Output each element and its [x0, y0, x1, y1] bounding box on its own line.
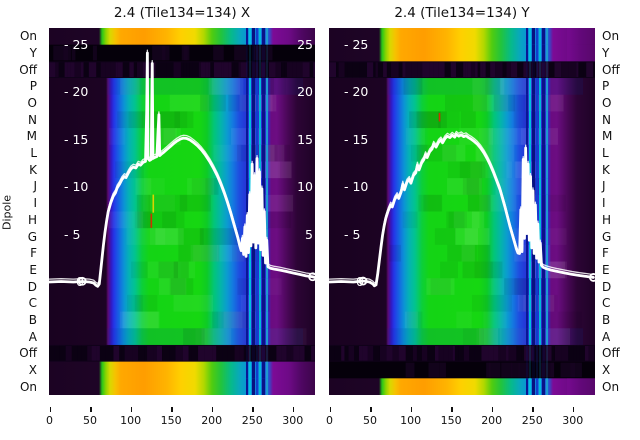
dipole-row-label-right: O — [602, 96, 612, 111]
dipole-row-label-left: Off — [19, 62, 37, 77]
x-tick-label: 100 — [400, 414, 422, 427]
dipole-row-label-right: G — [602, 229, 612, 244]
dipole-row-label-left: X — [28, 362, 37, 377]
dipole-row-label-left: M — [26, 129, 37, 144]
dipole-row-label-right: C — [602, 296, 611, 311]
x-tick-mark — [572, 407, 575, 412]
dipole-row-label-left: F — [30, 246, 37, 261]
x-tick-label: 250 — [241, 414, 263, 427]
dipole-row-label-right: A — [602, 329, 611, 344]
value-tick-label-right-edge: 25 — [297, 36, 313, 52]
value-tick-label: - 20 — [344, 84, 369, 99]
dipole-row-label-right: Off — [602, 346, 620, 361]
x-tick-mark — [171, 407, 173, 412]
dipole-row-label-right: X — [602, 362, 611, 377]
value-tick-label-right-edge: 20 — [297, 84, 313, 99]
value-tick-label: - 15 — [64, 131, 89, 147]
dipole-row-label-left: D — [27, 279, 37, 294]
dipole-row-label-left: G — [27, 229, 37, 244]
dipole-row-label-left: J — [33, 179, 37, 194]
dipole-row-label-right: B — [602, 312, 611, 327]
value-tick-label-right-edge: 5 — [305, 226, 313, 242]
x-tick-mark — [370, 407, 372, 412]
x-tick-label: 150 — [440, 414, 462, 427]
dipole-row-label-left: E — [29, 262, 37, 277]
dipole-row-label-right: Off — [602, 62, 620, 77]
dipole-row-label-right: E — [602, 262, 610, 277]
x-tick-mark — [491, 407, 494, 412]
dipole-row-label-left: H — [27, 212, 37, 227]
panel-y-heatmap — [329, 28, 595, 395]
dipole-row-label-left: L — [30, 146, 37, 161]
x-tick-label: 200 — [201, 414, 223, 427]
dipole-row-label-right: H — [602, 212, 612, 227]
dipole-row-label-left: P — [29, 79, 37, 94]
x-tick-mark — [130, 407, 133, 412]
panel-y-title: 2.4 (Tile134=134) Y — [394, 5, 530, 21]
dipole-row-label-right: J — [602, 179, 606, 194]
x-tick-label: 100 — [120, 414, 142, 427]
dipole-row-label-right: Y — [602, 46, 610, 61]
dipole-row-label-left: B — [28, 312, 37, 327]
x-tick-mark — [451, 407, 453, 412]
value-tick-label: - 20 — [64, 84, 89, 99]
dipole-row-label-left: K — [29, 162, 37, 177]
value-tick-label-right-edge: 15 — [297, 131, 313, 147]
x-tick-mark — [532, 407, 534, 412]
value-tick-label: - 10 — [64, 179, 89, 194]
x-tick-mark — [49, 407, 51, 412]
value-tick-label: - 15 — [344, 131, 369, 147]
value-tick-label: - 10 — [344, 179, 369, 194]
panel-x-title: 2.4 (Tile134=134) X — [113, 5, 251, 21]
dipole-row-label-right: On — [602, 29, 620, 44]
dipole-row-label-right: L — [602, 146, 609, 161]
dipole-row-label-right: K — [602, 162, 610, 177]
x-tick-label: 300 — [562, 414, 584, 427]
x-tick-label: 50 — [363, 414, 378, 427]
value-tick-label: - 25 — [344, 36, 369, 52]
dipole-row-label-left: Off — [19, 346, 37, 361]
x-tick-mark — [252, 407, 254, 412]
dipole-row-label-right: D — [602, 279, 612, 294]
x-tick-mark — [211, 407, 214, 412]
dipole-row-label-left: Y — [29, 46, 37, 61]
x-tick-mark — [410, 407, 413, 412]
dipole-row-label-left: On — [19, 29, 37, 44]
value-tick-label-right-edge: 10 — [297, 179, 313, 194]
x-tick-label: 200 — [481, 414, 503, 427]
value-tick-label: - 5 — [344, 226, 361, 242]
x-tick-label: 250 — [521, 414, 543, 427]
x-tick-label: 0 — [46, 414, 53, 427]
dipole-row-label-left: I — [33, 196, 37, 211]
dipole-row-label-right: P — [602, 79, 610, 94]
value-tick-label: 0 — [76, 274, 84, 289]
dipole-row-label-left: O — [27, 96, 37, 111]
dipole-row-label-left: C — [28, 296, 37, 311]
dipole-row-label-right: On — [602, 379, 620, 394]
dipole-row-label-right: M — [602, 129, 613, 144]
panel-x-heatmap — [49, 28, 315, 395]
x-tick-label: 300 — [282, 414, 304, 427]
x-tick-label: 50 — [83, 414, 98, 427]
dipole-row-label-right: F — [602, 246, 609, 261]
x-tick-mark — [329, 407, 331, 412]
value-tick-label: - 5 — [64, 226, 81, 242]
value-tick-label: - 25 — [64, 36, 89, 52]
x-tick-mark — [90, 407, 92, 412]
dipole-row-label-left: A — [28, 329, 37, 344]
value-tick-label: 0 — [356, 274, 364, 289]
dipole-row-label-left: N — [28, 112, 37, 127]
dipole-row-label-right: I — [602, 196, 606, 211]
x-tick-mark — [292, 407, 295, 412]
dipole-row-label-left: On — [19, 379, 37, 394]
dipole-row-label-right: N — [602, 112, 611, 127]
x-tick-label: 0 — [326, 414, 333, 427]
x-tick-label: 150 — [160, 414, 182, 427]
